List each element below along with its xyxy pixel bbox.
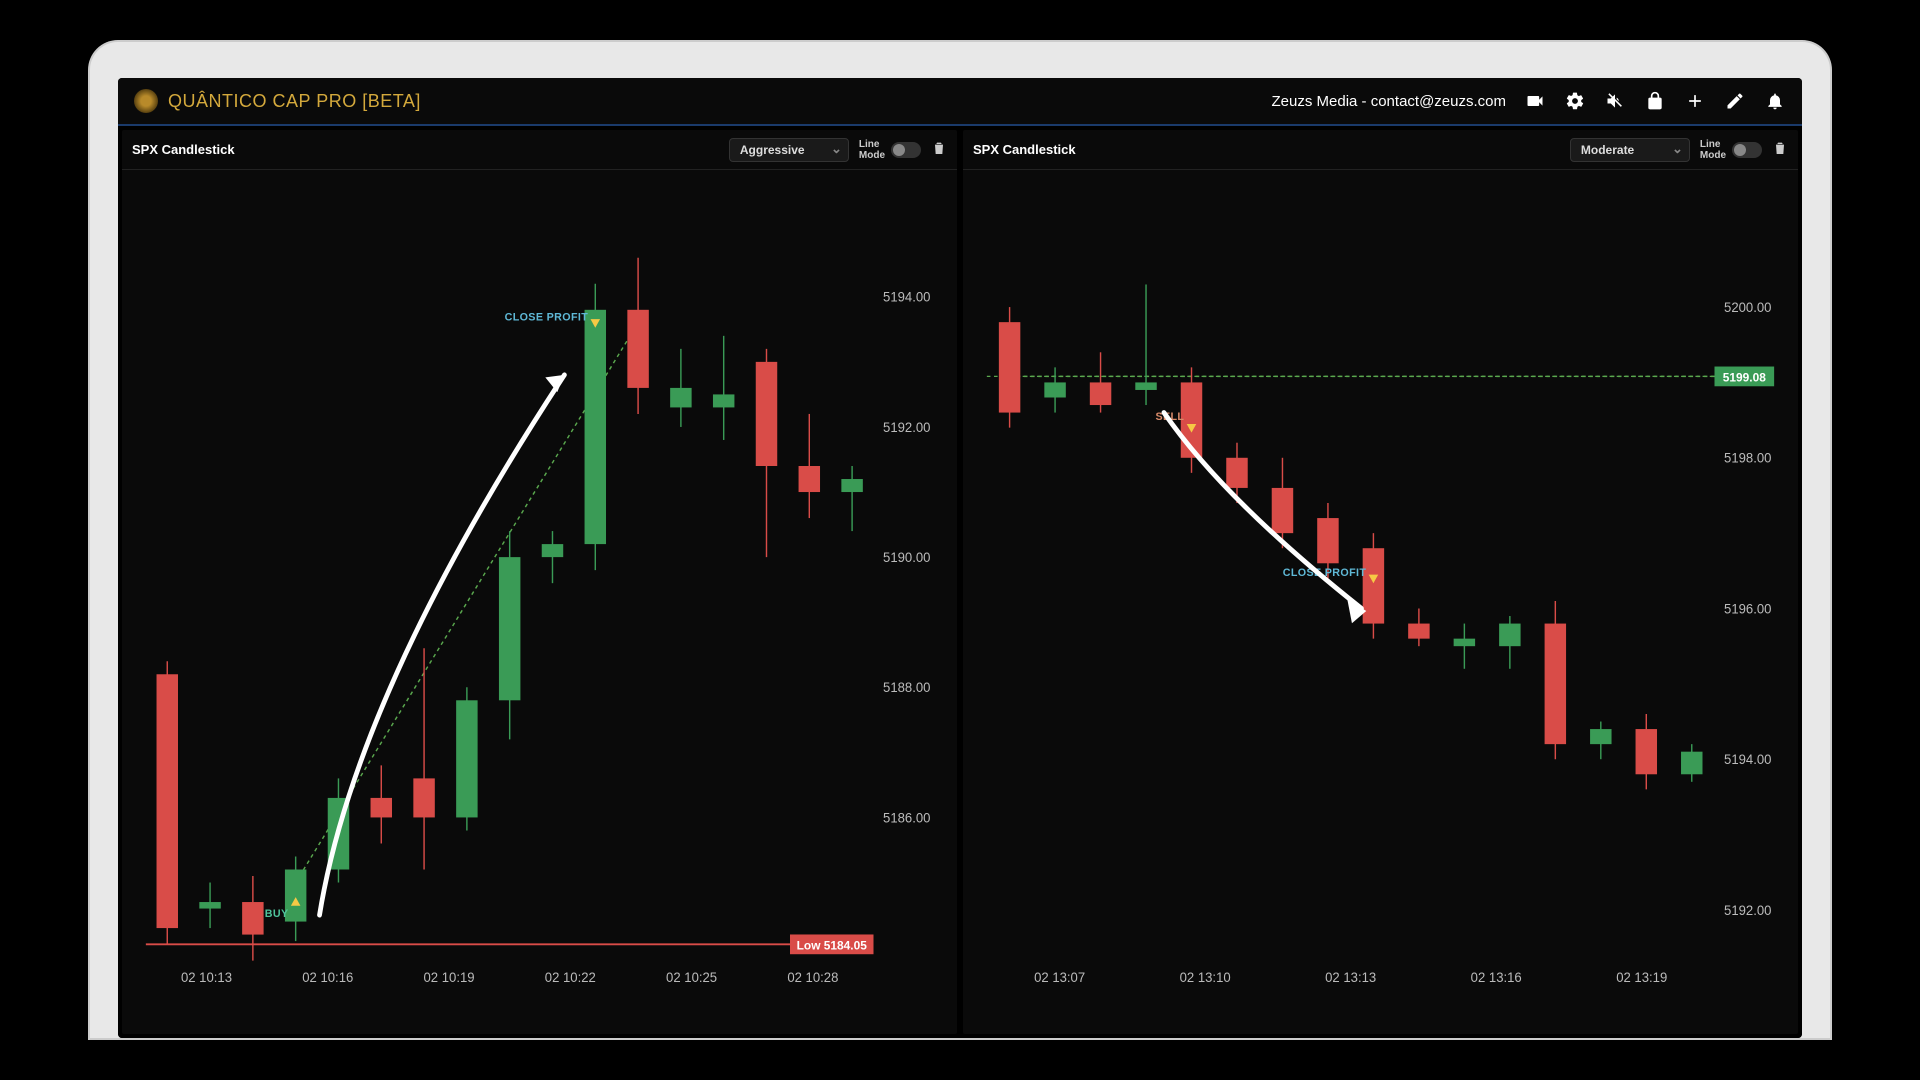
svg-text:5199.08: 5199.08 bbox=[1723, 370, 1766, 384]
brand-logo bbox=[134, 89, 158, 113]
svg-text:5198.00: 5198.00 bbox=[1724, 451, 1771, 466]
camera-icon[interactable] bbox=[1524, 90, 1546, 112]
gear-icon[interactable] bbox=[1564, 90, 1586, 112]
svg-text:02 10:25: 02 10:25 bbox=[666, 970, 717, 985]
strategy-dropdown-left[interactable]: Aggressive bbox=[729, 138, 849, 162]
svg-text:02 10:19: 02 10:19 bbox=[424, 970, 475, 985]
app-title: QUÂNTICO CAP PRO [BETA] bbox=[168, 91, 421, 112]
line-mode-label-right: Line Mode bbox=[1700, 139, 1726, 161]
svg-text:CLOSE PROFIT: CLOSE PROFIT bbox=[505, 311, 589, 323]
svg-text:02 10:13: 02 10:13 bbox=[181, 970, 232, 985]
panel-left-header: SPX Candlestick Aggressive Line Mode bbox=[122, 130, 957, 170]
svg-text:5194.00: 5194.00 bbox=[883, 290, 930, 305]
panel-right: SPX Candlestick Moderate Line Mode 5192.… bbox=[963, 130, 1798, 1034]
svg-text:02 13:19: 02 13:19 bbox=[1616, 970, 1667, 985]
svg-text:5194.00: 5194.00 bbox=[1724, 752, 1771, 767]
svg-text:02 10:28: 02 10:28 bbox=[787, 970, 838, 985]
panel-right-title: SPX Candlestick bbox=[973, 142, 1570, 157]
line-mode-toggle-left[interactable] bbox=[891, 142, 921, 158]
topbar-right: Zeuzs Media - contact@zeuzs.com bbox=[1272, 90, 1786, 112]
svg-text:02 10:16: 02 10:16 bbox=[302, 970, 353, 985]
line-mode-label-left: Line Mode bbox=[859, 139, 885, 161]
svg-text:02 13:16: 02 13:16 bbox=[1471, 970, 1522, 985]
plus-icon[interactable] bbox=[1684, 90, 1706, 112]
bell-icon[interactable] bbox=[1764, 90, 1786, 112]
svg-text:5190.00: 5190.00 bbox=[883, 550, 930, 565]
line-mode-right: Line Mode bbox=[1700, 139, 1762, 161]
panel-left-title: SPX Candlestick bbox=[132, 142, 729, 157]
line-mode-toggle-right[interactable] bbox=[1732, 142, 1762, 158]
panel-left: SPX Candlestick Aggressive Line Mode 518… bbox=[122, 130, 957, 1034]
chart-right[interactable]: 5192.00 5194.00 5196.00 5198.00 5200.00 02 13… bbox=[963, 170, 1798, 1034]
svg-text:5200.00: 5200.00 bbox=[1724, 300, 1771, 315]
laptop-frame: QUÂNTICO CAP PRO [BETA] Zeuzs Media - co… bbox=[90, 42, 1830, 1038]
svg-text:02 13:07: 02 13:07 bbox=[1034, 970, 1085, 985]
svg-text:5192.00: 5192.00 bbox=[883, 420, 930, 435]
panels-container: SPX Candlestick Aggressive Line Mode 518… bbox=[118, 126, 1802, 1038]
edit-icon[interactable] bbox=[1724, 90, 1746, 112]
brand: QUÂNTICO CAP PRO [BETA] bbox=[134, 89, 421, 113]
app-screen: QUÂNTICO CAP PRO [BETA] Zeuzs Media - co… bbox=[118, 78, 1802, 1038]
line-mode-left: Line Mode bbox=[859, 139, 921, 161]
svg-text:5196.00: 5196.00 bbox=[1724, 601, 1771, 616]
svg-text:02 13:13: 02 13:13 bbox=[1325, 970, 1376, 985]
svg-text:5186.00: 5186.00 bbox=[883, 810, 930, 825]
svg-text:5192.00: 5192.00 bbox=[1724, 903, 1771, 918]
mute-icon[interactable] bbox=[1604, 90, 1626, 112]
lock-icon[interactable] bbox=[1644, 90, 1666, 112]
delete-panel-left[interactable] bbox=[931, 140, 947, 159]
panel-right-header: SPX Candlestick Moderate Line Mode bbox=[963, 130, 1798, 170]
delete-panel-right[interactable] bbox=[1772, 140, 1788, 159]
topbar: QUÂNTICO CAP PRO [BETA] Zeuzs Media - co… bbox=[118, 78, 1802, 126]
svg-text:02 10:22: 02 10:22 bbox=[545, 970, 596, 985]
chart-left[interactable]: 5186.00 5188.00 5190.00 5192.00 5194.00 02 10… bbox=[122, 170, 957, 1034]
svg-text:BUY: BUY bbox=[265, 908, 289, 920]
svg-text:02 13:10: 02 13:10 bbox=[1180, 970, 1231, 985]
svg-text:Low 5184.05: Low 5184.05 bbox=[797, 938, 867, 952]
svg-text:5188.00: 5188.00 bbox=[883, 680, 930, 695]
strategy-dropdown-right[interactable]: Moderate bbox=[1570, 138, 1690, 162]
account-label: Zeuzs Media - contact@zeuzs.com bbox=[1272, 93, 1506, 110]
